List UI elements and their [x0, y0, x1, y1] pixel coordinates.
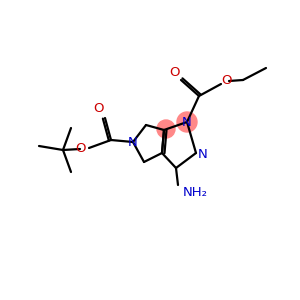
Text: O: O	[76, 142, 86, 155]
Text: NH₂: NH₂	[183, 187, 208, 200]
Ellipse shape	[177, 112, 197, 132]
Text: O: O	[221, 74, 231, 86]
Text: O: O	[169, 67, 179, 80]
Text: N: N	[198, 148, 208, 160]
Text: O: O	[93, 103, 103, 116]
Text: N: N	[128, 136, 138, 148]
Text: N: N	[182, 116, 192, 128]
Ellipse shape	[157, 120, 175, 138]
